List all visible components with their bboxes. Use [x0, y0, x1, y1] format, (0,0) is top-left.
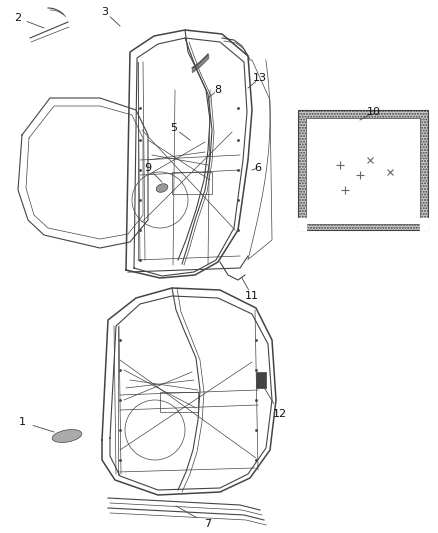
Text: 8: 8 — [215, 85, 222, 95]
Bar — [172, 172, 212, 194]
Text: 9: 9 — [145, 163, 152, 173]
Text: 11: 11 — [245, 291, 259, 301]
Polygon shape — [298, 218, 306, 230]
Text: 3: 3 — [102, 7, 109, 17]
Text: 1: 1 — [18, 417, 25, 427]
Text: 2: 2 — [14, 13, 21, 23]
Text: 7: 7 — [205, 519, 212, 529]
Bar — [298, 110, 428, 230]
Ellipse shape — [52, 430, 82, 442]
Text: 10: 10 — [367, 107, 381, 117]
Text: 13: 13 — [253, 73, 267, 83]
Text: 6: 6 — [254, 163, 261, 173]
Ellipse shape — [156, 184, 168, 192]
Bar — [256, 372, 266, 388]
Bar — [306, 118, 420, 224]
Polygon shape — [420, 218, 428, 230]
Text: 5: 5 — [170, 123, 177, 133]
Bar — [160, 392, 198, 412]
Text: 12: 12 — [273, 409, 287, 419]
